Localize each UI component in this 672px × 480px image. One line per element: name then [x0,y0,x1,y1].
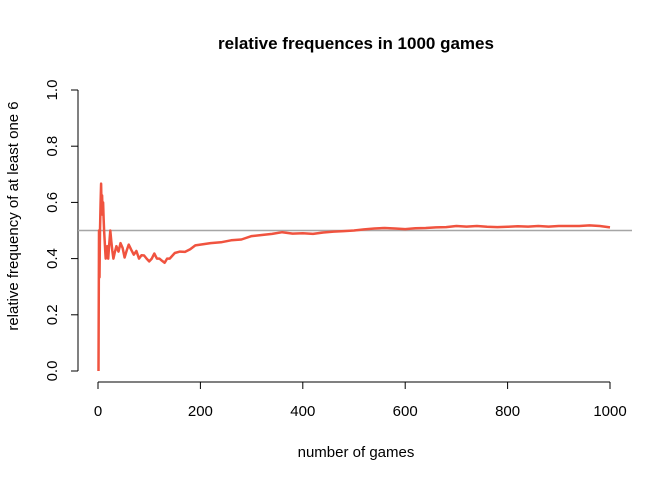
y-axis: 0.0 0.2 0.4 0.6 0.8 1.0 [44,80,79,382]
chart-title: relative frequences in 1000 games [218,34,494,53]
y-tick-label: 0.0 [44,361,61,382]
x-tick-label: 0 [94,403,102,420]
y-axis-label: relative frequency of at least one 6 [5,101,22,330]
x-axis-label: number of games [298,444,415,461]
series-line [97,182,611,372]
y-tick-label: 1.0 [44,80,61,101]
x-tick-label: 400 [290,403,315,420]
x-tick-label: 800 [495,403,520,420]
y-tick-label: 0.4 [44,248,61,269]
x-tick-label: 200 [188,403,213,420]
y-tick-label: 0.2 [44,304,61,325]
x-tick-label: 1000 [593,403,626,420]
x-axis: 0 200 400 600 800 1000 [94,381,627,420]
x-tick-label: 600 [393,403,418,420]
y-tick-label: 0.6 [44,192,61,213]
plot-area [78,182,632,372]
y-tick-label: 0.8 [44,136,61,157]
